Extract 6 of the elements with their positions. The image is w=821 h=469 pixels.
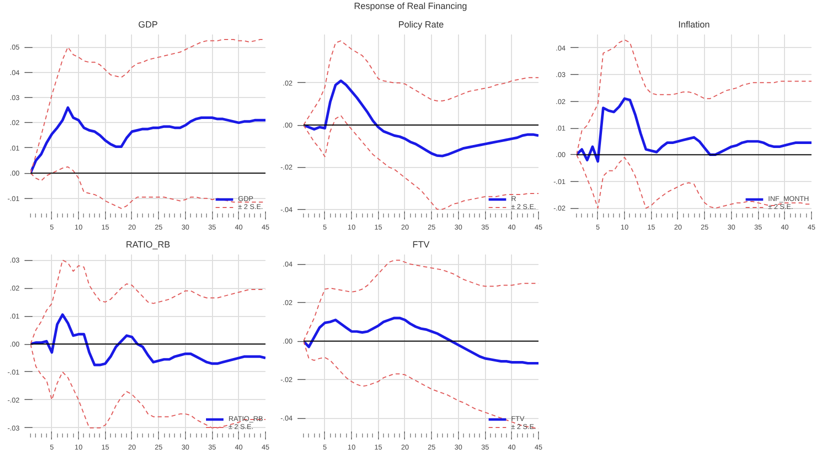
chart-title: Policy Rate	[398, 20, 444, 30]
text: Response of Real Financing	[354, 0, 468, 13]
chart-title: RATIO_RB	[126, 240, 170, 250]
chart-title: FTV	[412, 240, 430, 250]
chart-title: Inflation	[678, 20, 710, 30]
chart-title: GDP	[138, 20, 158, 30]
